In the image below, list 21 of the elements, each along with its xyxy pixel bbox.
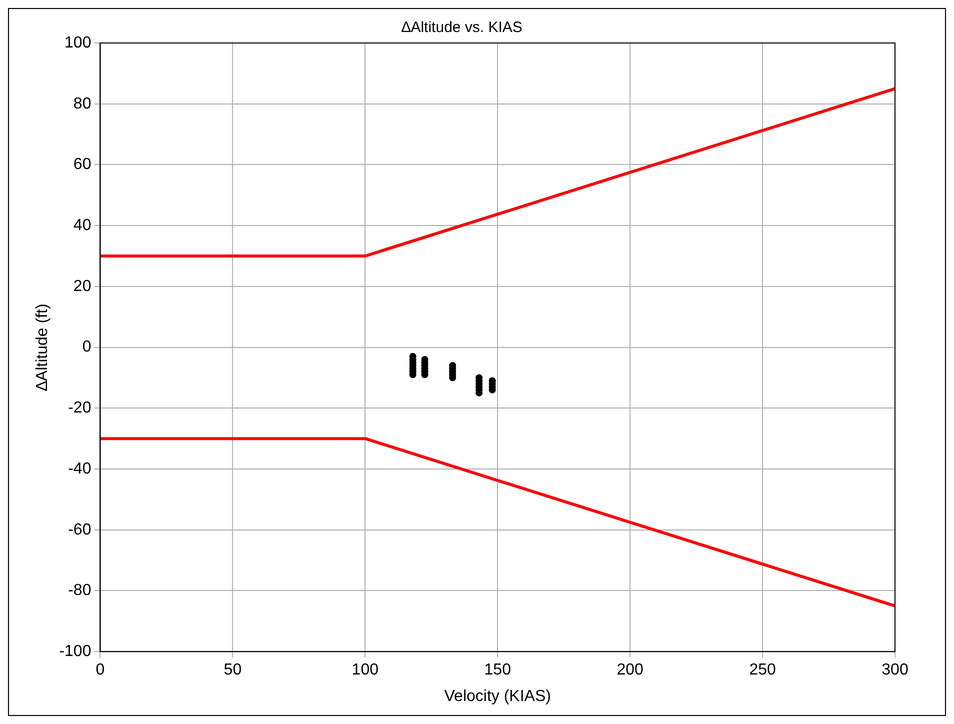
y-tick-label: -100 <box>59 643 92 660</box>
x-tick-label: 50 <box>224 662 242 679</box>
x-tick-label: 100 <box>352 662 379 679</box>
y-tick-label: 80 <box>73 95 92 112</box>
y-tick-label: 40 <box>73 216 92 234</box>
y-tick-label: 100 <box>64 34 92 52</box>
y-tick-label: -60 <box>68 521 92 538</box>
x-tick-label: 300 <box>882 662 908 679</box>
y-tick-label: 60 <box>73 156 92 174</box>
y-tick-label: -20 <box>68 400 92 417</box>
y-tick-label: 20 <box>73 278 92 295</box>
chart-title: ∆Altitude vs. KIAS <box>402 19 522 36</box>
x-tick-label: 200 <box>616 662 644 679</box>
x-tick-label: 150 <box>484 662 512 679</box>
y-tick-label: -40 <box>68 460 92 478</box>
x-tick-label: 0 <box>96 662 105 679</box>
y-tick-label: 0 <box>82 338 92 356</box>
y-axis-title: ∆Altitude (ft) <box>34 304 52 391</box>
x-axis-title: Velocity (KIAS) <box>444 688 551 705</box>
y-tick-label: -80 <box>68 582 92 600</box>
x-tick-label: 250 <box>749 662 776 679</box>
